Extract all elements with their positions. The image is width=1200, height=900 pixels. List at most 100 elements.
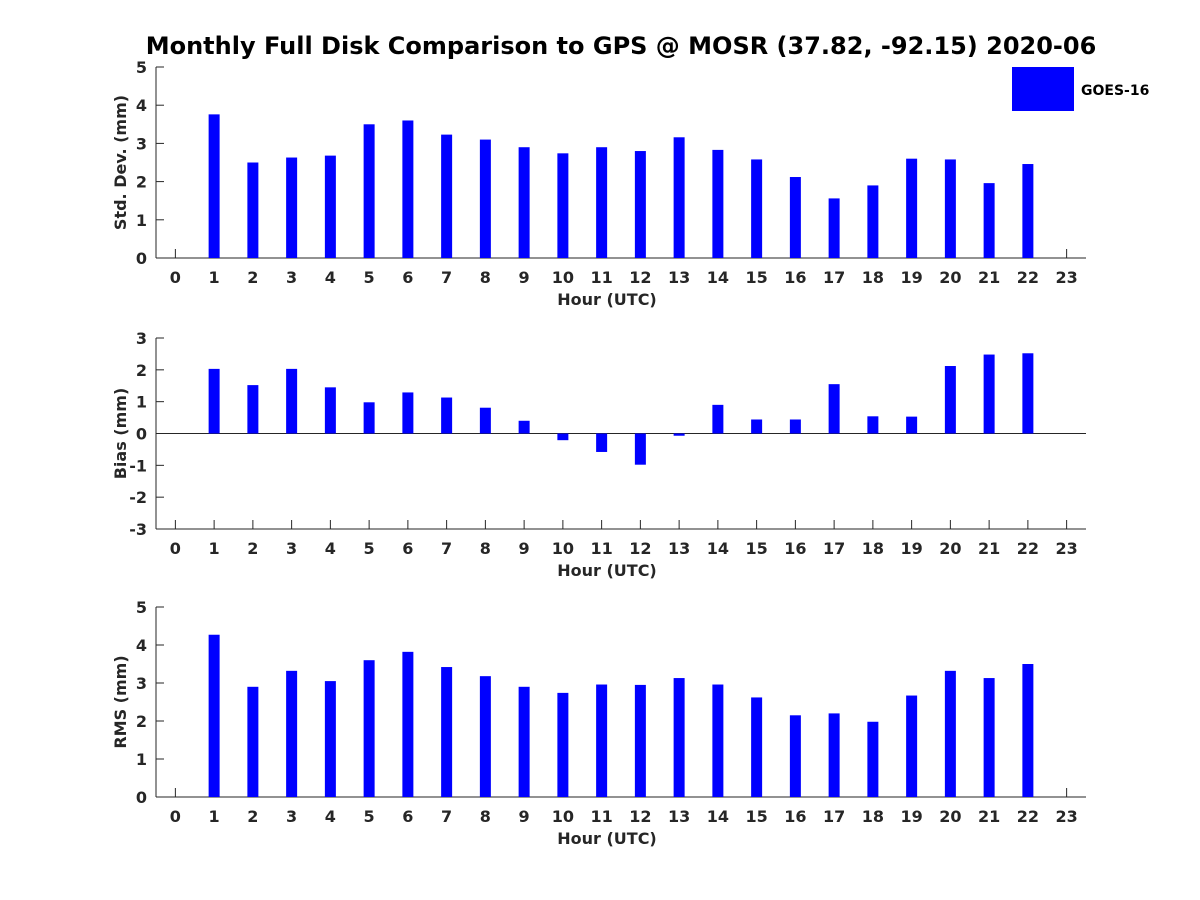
- bar-std-dev-hour-7: [441, 134, 453, 258]
- bar-rms-hour-11: [596, 684, 608, 797]
- y-tick-label: 3: [136, 329, 147, 348]
- bar-rms-hour-2: [247, 686, 259, 797]
- bar-bias-hour-18: [867, 416, 879, 434]
- x-tick-label: 12: [629, 268, 651, 287]
- x-tick-label: 19: [900, 539, 922, 558]
- x-tick-label: 2: [247, 539, 258, 558]
- y-tick-label: 0: [136, 249, 147, 268]
- bar-rms-hour-1: [208, 634, 220, 797]
- y-tick-label: 4: [136, 96, 147, 115]
- x-tick-label: 18: [862, 539, 884, 558]
- x-tick-label: 10: [552, 807, 574, 826]
- bar-bias-hour-19: [906, 416, 918, 434]
- bar-rms-hour-4: [324, 681, 336, 797]
- y-axis-label: Bias (mm): [111, 388, 130, 480]
- bar-std-dev-hour-16: [789, 177, 801, 258]
- bar-bias-hour-5: [363, 402, 375, 434]
- bar-bias-hour-16: [789, 419, 801, 434]
- x-tick-label: 8: [480, 268, 491, 287]
- bar-bias-hour-1: [208, 368, 220, 434]
- bar-bias-hour-7: [441, 397, 453, 434]
- x-tick-label: 1: [209, 268, 220, 287]
- y-tick-label: 5: [136, 58, 147, 77]
- x-tick-label: 17: [823, 539, 845, 558]
- x-tick-label: 6: [402, 268, 413, 287]
- y-tick-label: 2: [136, 712, 147, 731]
- bar-bias-hour-17: [828, 384, 840, 434]
- legend-swatch-goes-16: [1012, 67, 1074, 111]
- bar-std-dev-hour-9: [518, 147, 530, 258]
- x-tick-label: 11: [590, 539, 612, 558]
- x-tick-label: 19: [900, 268, 922, 287]
- x-tick-label: 17: [823, 807, 845, 826]
- bar-std-dev-hour-3: [286, 157, 298, 258]
- x-tick-label: 5: [364, 539, 375, 558]
- bar-bias-hour-22: [1022, 353, 1034, 434]
- x-tick-label: 3: [286, 539, 297, 558]
- bar-std-dev-hour-5: [363, 124, 375, 258]
- bar-std-dev-hour-8: [479, 139, 491, 258]
- bar-bias-hour-11: [596, 433, 608, 452]
- x-tick-label: 15: [745, 807, 767, 826]
- x-tick-label: 4: [325, 268, 336, 287]
- x-tick-label: 6: [402, 539, 413, 558]
- x-axis-label: Hour (UTC): [557, 829, 657, 848]
- bar-bias-hour-13: [673, 433, 685, 436]
- y-tick-label: -2: [129, 488, 147, 507]
- bar-bias-hour-15: [751, 419, 763, 434]
- x-tick-label: 9: [519, 807, 530, 826]
- x-tick-label: 13: [668, 268, 690, 287]
- bar-std-dev-hour-21: [983, 183, 995, 258]
- x-tick-label: 2: [247, 807, 258, 826]
- bar-rms-hour-3: [286, 670, 298, 797]
- y-tick-label: 1: [136, 393, 147, 412]
- bar-std-dev-hour-20: [944, 159, 956, 258]
- bar-bias-hour-10: [557, 433, 569, 441]
- x-tick-label: 23: [1055, 539, 1077, 558]
- x-tick-label: 0: [170, 268, 181, 287]
- x-tick-label: 20: [939, 539, 961, 558]
- bar-rms-hour-12: [634, 684, 646, 797]
- x-tick-label: 13: [668, 539, 690, 558]
- x-tick-label: 19: [900, 807, 922, 826]
- x-axis-label: Hour (UTC): [557, 561, 657, 580]
- bar-rms-hour-7: [441, 667, 453, 797]
- x-tick-label: 20: [939, 268, 961, 287]
- y-tick-label: -3: [129, 520, 147, 539]
- x-tick-label: 5: [364, 268, 375, 287]
- bar-bias-hour-12: [634, 433, 646, 465]
- bar-std-dev-hour-1: [208, 114, 220, 258]
- x-tick-label: 1: [209, 807, 220, 826]
- bar-rms-hour-20: [944, 670, 956, 797]
- x-tick-label: 18: [862, 268, 884, 287]
- y-tick-label: 5: [136, 598, 147, 617]
- x-tick-label: 23: [1055, 268, 1077, 287]
- x-tick-label: 21: [978, 268, 1000, 287]
- x-tick-label: 0: [170, 807, 181, 826]
- x-tick-label: 12: [629, 807, 651, 826]
- bar-bias-hour-20: [944, 366, 956, 434]
- bar-std-dev-hour-13: [673, 137, 685, 258]
- bar-rms-hour-5: [363, 660, 375, 797]
- x-tick-label: 8: [480, 539, 491, 558]
- x-tick-label: 7: [441, 539, 452, 558]
- bar-rms-hour-22: [1022, 664, 1034, 797]
- x-tick-label: 8: [480, 807, 491, 826]
- bar-std-dev-hour-12: [634, 151, 646, 258]
- y-tick-label: 3: [136, 674, 147, 693]
- bar-bias-hour-9: [518, 420, 530, 434]
- y-tick-label: 1: [136, 750, 147, 769]
- x-tick-label: 4: [325, 539, 336, 558]
- bar-std-dev-hour-22: [1022, 164, 1034, 258]
- bar-std-dev-hour-11: [596, 147, 608, 258]
- bar-rms-hour-21: [983, 678, 995, 797]
- legend: GOES-16: [1012, 67, 1149, 111]
- bar-std-dev-hour-6: [402, 120, 414, 258]
- bar-bias-hour-8: [479, 407, 491, 434]
- x-tick-label: 9: [519, 268, 530, 287]
- bar-std-dev-hour-10: [557, 153, 569, 258]
- x-tick-label: 18: [862, 807, 884, 826]
